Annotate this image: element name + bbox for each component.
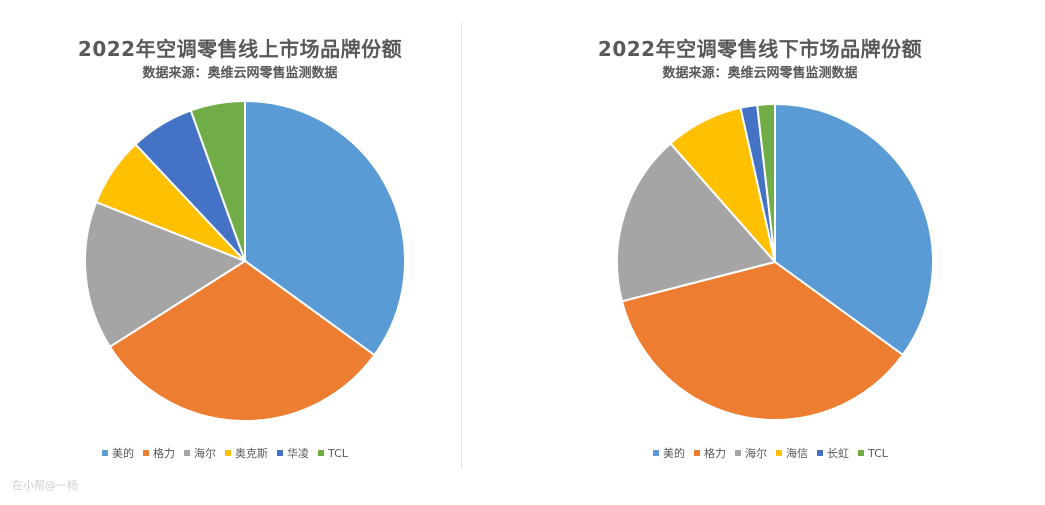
legend-label: 海尔 bbox=[745, 447, 767, 460]
legend-label: 华凌 bbox=[287, 447, 309, 460]
legend-item: 美的 bbox=[102, 445, 134, 461]
legend-item: 海信 bbox=[776, 445, 808, 461]
online-pie-chart bbox=[84, 99, 406, 422]
chart-title: 2022年空调零售线下市场品牌份额 bbox=[597, 37, 923, 61]
legend-swatch bbox=[817, 450, 823, 456]
offline-chart-panel: 2022年空调零售线下市场品牌份额 数据来源：奥维云网零售监测数据 美的 格力 海尔… bbox=[470, 0, 1045, 505]
pie-slice-2 bbox=[108, 259, 376, 422]
legend-item: 格力 bbox=[143, 445, 175, 461]
legend-item: 华凌 bbox=[277, 445, 309, 461]
legend-swatch bbox=[653, 450, 659, 456]
legend-swatch bbox=[776, 450, 782, 456]
legend-item: TCL bbox=[858, 447, 888, 460]
pie-slice-3 bbox=[616, 142, 777, 303]
legend-label: 格力 bbox=[704, 447, 726, 460]
legend-swatch bbox=[735, 450, 741, 456]
legend-item: 海尔 bbox=[184, 445, 216, 461]
legend-label: 奥克斯 bbox=[235, 447, 268, 460]
offline-pie-chart bbox=[616, 102, 934, 421]
chart-legend: 美的 格力 海尔 奥克斯 华凌 TCL bbox=[102, 445, 357, 461]
pie-slice-1 bbox=[244, 99, 406, 357]
legend-swatch bbox=[184, 450, 190, 456]
legend-swatch bbox=[102, 450, 108, 456]
online-chart-panel: 2022年空调零售线上市场品牌份额 数据来源：奥维云网零售监测数据 美的 格力 海尔… bbox=[0, 0, 470, 505]
pie-slice-6 bbox=[189, 99, 246, 262]
pie-slice-6 bbox=[756, 102, 776, 263]
legend-item: TCL bbox=[318, 447, 348, 460]
legend-label: TCL bbox=[868, 446, 888, 460]
chart-subtitle: 数据来源：奥维云网零售监测数据 bbox=[662, 66, 858, 81]
legend-label: 长虹 bbox=[827, 447, 849, 460]
legend-swatch bbox=[858, 450, 864, 456]
legend-item: 海尔 bbox=[735, 445, 767, 461]
legend-item: 长虹 bbox=[817, 445, 849, 461]
panel-divider bbox=[461, 22, 462, 467]
chart-title: 2022年空调零售线上市场品牌份额 bbox=[77, 37, 403, 61]
legend-swatch bbox=[694, 450, 700, 456]
legend-swatch bbox=[277, 450, 283, 456]
legend-label: 美的 bbox=[663, 447, 685, 460]
legend-item: 格力 bbox=[694, 445, 726, 461]
legend-label: 格力 bbox=[153, 447, 175, 460]
legend-label: 美的 bbox=[112, 447, 134, 460]
chart-subtitle: 数据来源：奥维云网零售监测数据 bbox=[142, 66, 338, 81]
pie-slice-3 bbox=[84, 200, 248, 349]
legend-swatch bbox=[225, 450, 231, 456]
legend-swatch bbox=[143, 450, 149, 456]
legend-label: 海信 bbox=[786, 447, 808, 460]
chart-legend: 美的 格力 海尔 海信 长虹 TCL bbox=[653, 445, 897, 461]
legend-label: TCL bbox=[328, 446, 348, 460]
legend-label: 海尔 bbox=[194, 447, 216, 460]
legend-swatch bbox=[318, 450, 324, 456]
pie-slice-1 bbox=[774, 102, 934, 357]
watermark: 在小帮@一杨 bbox=[12, 479, 78, 492]
legend-item: 奥克斯 bbox=[225, 445, 268, 461]
pie-slice-2 bbox=[620, 260, 905, 421]
legend-item: 美的 bbox=[653, 445, 685, 461]
